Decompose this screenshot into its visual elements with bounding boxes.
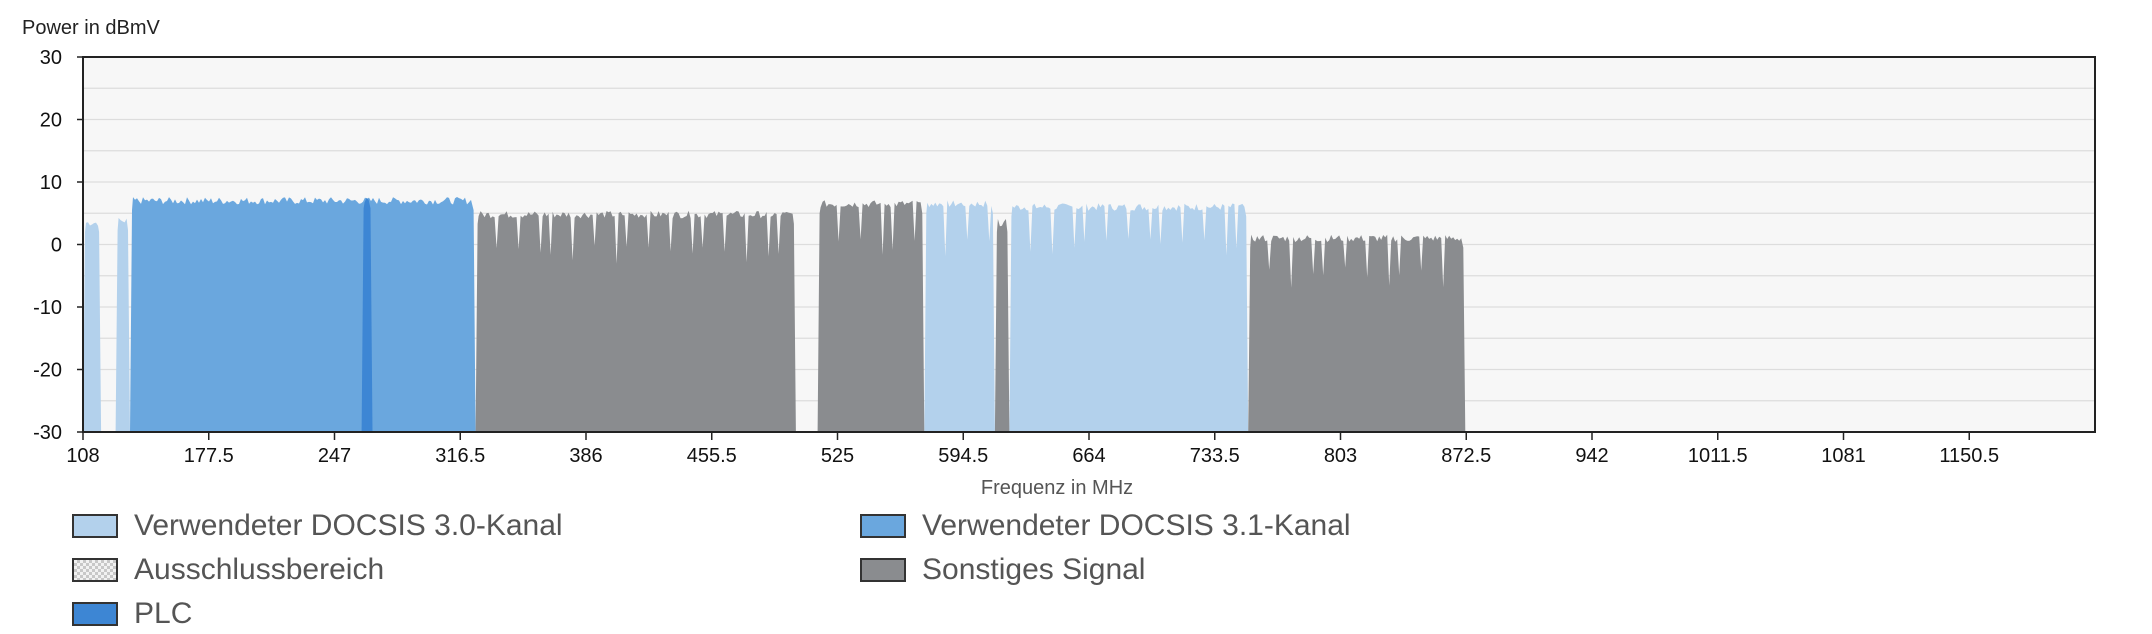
series-area-verwendeter-docsis-3-0-kanal [83, 222, 102, 432]
legend: Verwendeter DOCSIS 3.0-Kanal Ausschlussb… [72, 500, 1572, 630]
series-area-sonstiges-signal [1248, 234, 1466, 432]
x-tick-label: 733.5 [1190, 445, 1240, 467]
x-tick-label: 664 [1072, 445, 1105, 467]
legend-swatch-plc [72, 602, 118, 626]
series-area-plc [361, 197, 373, 432]
legend-label-plc: PLC [134, 597, 193, 630]
x-tick-label: 316.5 [435, 445, 485, 467]
legend-label-docsis31: Verwendeter DOCSIS 3.1-Kanal [922, 509, 1351, 542]
legend-item-other: Sonstiges Signal [860, 550, 1145, 590]
legend-swatch-other [860, 558, 906, 582]
x-tick-label: 803 [1324, 445, 1357, 467]
legend-item-docsis31: Verwendeter DOCSIS 3.1-Kanal [860, 506, 1351, 546]
series-area-verwendeter-docsis-3-0-kanal [924, 200, 995, 432]
legend-swatch-docsis31 [860, 514, 906, 538]
y-axis: 30 20 10 0 -10 -20 -30 [33, 47, 83, 444]
legend-swatch-docsis30 [72, 514, 118, 538]
x-tick-label: 455.5 [687, 445, 737, 467]
y-tick-label: 20 [40, 110, 62, 132]
series-layer [83, 197, 1466, 432]
legend-label-docsis30: Verwendeter DOCSIS 3.0-Kanal [134, 509, 563, 542]
x-tick-label: 594.5 [938, 445, 988, 467]
y-tick-label: 10 [40, 172, 62, 194]
legend-item-plc: PLC [72, 594, 192, 634]
y-tick-label: -10 [33, 297, 62, 319]
x-tick-label: 525 [821, 445, 854, 467]
series-area-verwendeter-docsis-3-1-kanal [130, 197, 476, 432]
series-area-verwendeter-docsis-3-0-kanal [1009, 203, 1249, 432]
x-tick-label: 1081 [1821, 445, 1866, 467]
series-area-sonstiges-signal [817, 200, 925, 432]
x-tick-label: 247 [318, 445, 351, 467]
x-tick-label: 1011.5 [1688, 445, 1748, 467]
legend-label-exclusion: Ausschlussbereich [134, 553, 385, 586]
x-tick-label: 942 [1575, 445, 1608, 467]
y-tick-label: -30 [33, 422, 62, 444]
legend-label-other: Sonstiges Signal [922, 553, 1146, 586]
x-tick-label: 108 [66, 445, 99, 467]
y-tick-label: -20 [33, 360, 62, 382]
x-tick-label: 872.5 [1441, 445, 1491, 467]
series-area-sonstiges-signal [475, 210, 796, 432]
legend-item-docsis30: Verwendeter DOCSIS 3.0-Kanal [72, 506, 563, 546]
x-tick-label: 177.5 [184, 445, 234, 467]
legend-item-exclusion: Ausschlussbereich [72, 550, 384, 590]
y-tick-label: 30 [40, 47, 62, 69]
x-axis-title: Frequenz in MHz [981, 477, 1133, 499]
x-axis: 108 177.5 247 316.5 386 455.5 525 594.5 664 733.5… [66, 432, 1999, 467]
x-tick-label: 386 [569, 445, 602, 467]
y-tick-label: 0 [51, 235, 62, 257]
series-area-verwendeter-docsis-3-0-kanal [115, 217, 130, 432]
x-tick-label: 1150.5 [1939, 445, 1999, 467]
y-axis-title: Power in dBmV [22, 17, 160, 39]
series-area-sonstiges-signal [994, 219, 1010, 432]
legend-swatch-exclusion [72, 558, 118, 582]
